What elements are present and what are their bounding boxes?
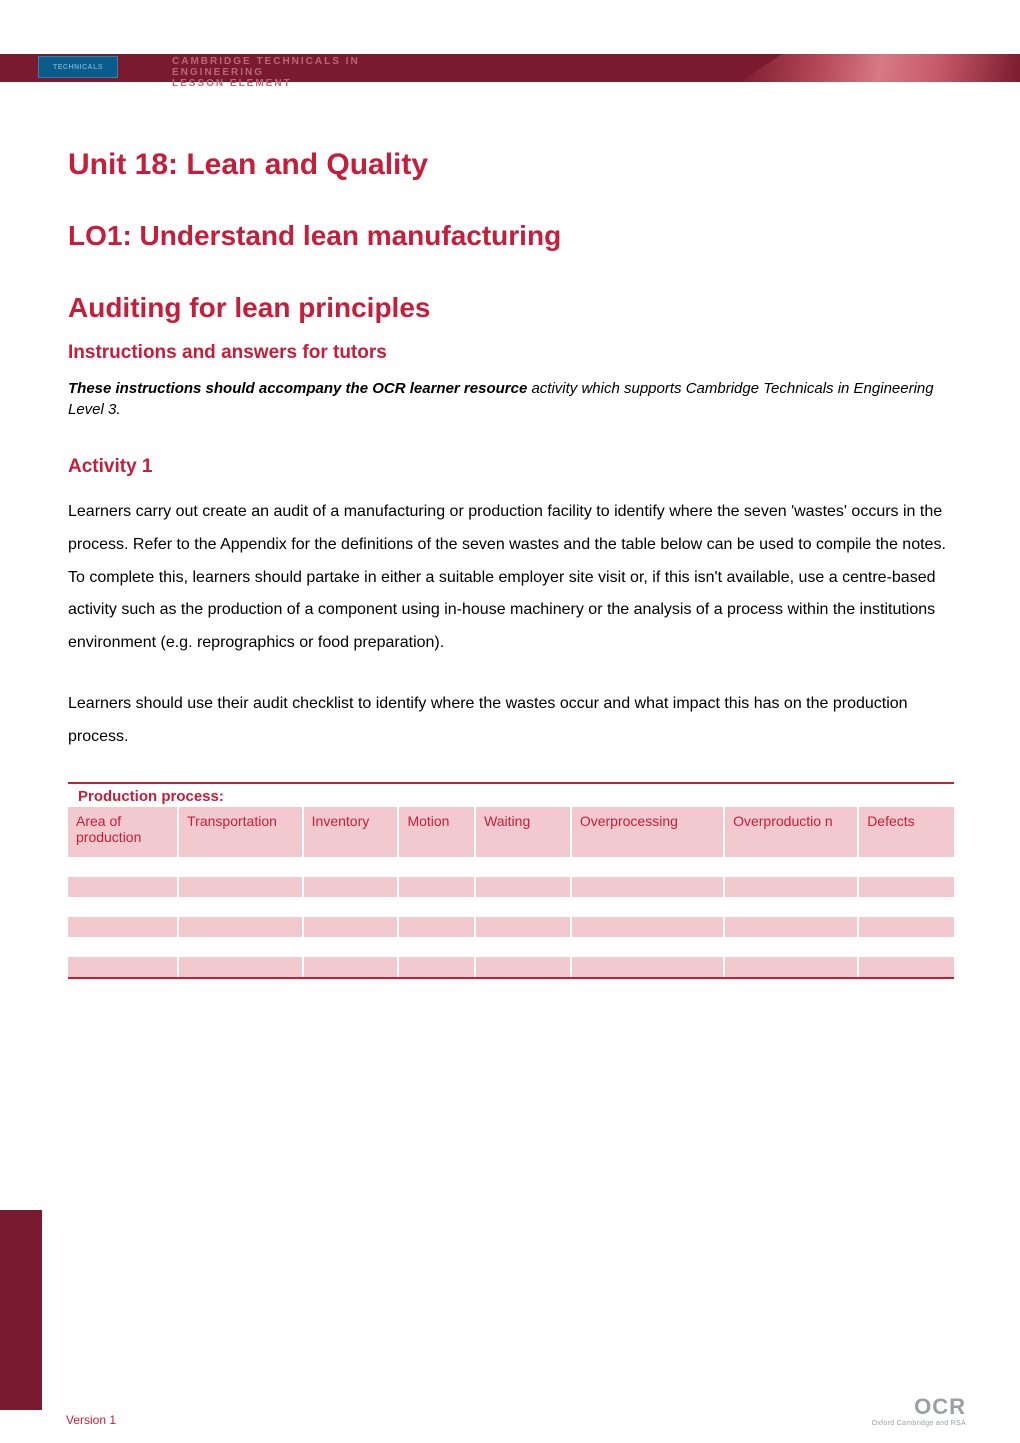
th-area: Area of production [68, 807, 178, 857]
header-swoosh [740, 54, 1020, 82]
header-logo: TECHNICALS [38, 56, 118, 78]
banner-line1: CAMBRIDGE TECHNICALS IN [172, 56, 360, 67]
header-banner-title: CAMBRIDGE TECHNICALS IN ENGINEERING LESS… [172, 56, 360, 89]
th-motion: Motion [398, 807, 475, 857]
table-bottom-rule [68, 977, 954, 979]
banner-line3: LESSON ELEMENT [172, 78, 292, 89]
page-content: Unit 18: Lean and Quality LO1: Understan… [68, 148, 954, 979]
intro-paragraph: These instructions should accompany the … [68, 378, 954, 420]
table-row [68, 857, 954, 877]
th-defects: Defects [858, 807, 954, 857]
table-row [68, 957, 954, 977]
body-p1: Learners carry out create an audit of a … [68, 496, 954, 660]
body-p2: Learners should use their audit checklis… [68, 688, 954, 754]
table-row [68, 897, 954, 917]
th-overproduction: Overproductio n [724, 807, 858, 857]
th-waiting: Waiting [475, 807, 571, 857]
subheading: Instructions and answers for tutors [68, 342, 954, 364]
left-margin-bar [0, 1210, 42, 1410]
unit-heading: Unit 18: Lean and Quality [68, 148, 954, 182]
th-transportation: Transportation [178, 807, 303, 857]
ocr-logo: OCR Oxford Cambridge and RSA [872, 1394, 966, 1427]
th-inventory: Inventory [303, 807, 399, 857]
table-title: Production process: [68, 784, 954, 807]
lo-heading: LO1: Understand lean manufacturing [68, 220, 954, 252]
intro-bold: These instructions should accompany the … [68, 380, 527, 397]
footer: Version 1 OCR Oxford Cambridge and RSA [66, 1394, 966, 1427]
ocr-logo-sub: Oxford Cambridge and RSA [872, 1420, 966, 1427]
table-body [68, 857, 954, 977]
production-table: Area of production Transportation Invent… [68, 807, 954, 977]
production-table-wrap: Production process: Area of production T… [68, 782, 954, 979]
table-row [68, 937, 954, 957]
activity-heading: Activity 1 [68, 456, 954, 478]
table-header-row: Area of production Transportation Invent… [68, 807, 954, 857]
banner-line2: ENGINEERING [172, 67, 264, 78]
table-row [68, 917, 954, 937]
header-logo-text: TECHNICALS [53, 64, 103, 71]
th-overprocessing: Overprocessing [571, 807, 724, 857]
version-text: Version 1 [66, 1413, 116, 1427]
ocr-logo-main: OCR [872, 1394, 966, 1420]
table-row [68, 877, 954, 897]
topic-heading: Auditing for lean principles [68, 292, 954, 324]
